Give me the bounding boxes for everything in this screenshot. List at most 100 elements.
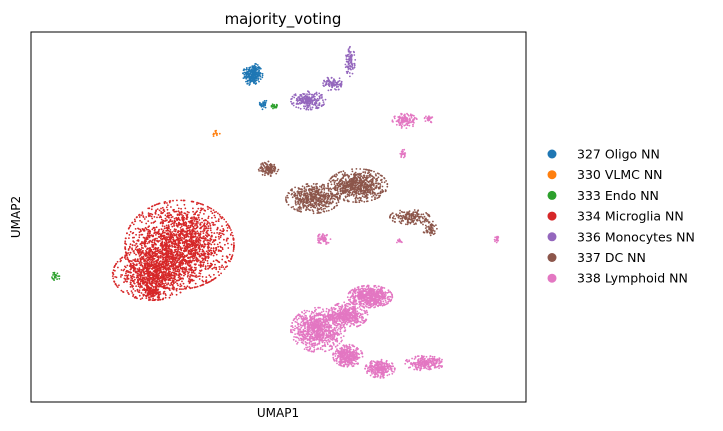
data-point — [256, 66, 259, 69]
data-point — [338, 80, 341, 82]
data-point — [217, 245, 220, 248]
data-point — [290, 98, 292, 100]
data-point — [192, 225, 195, 228]
data-point — [344, 178, 347, 181]
data-point — [226, 265, 229, 268]
data-point — [226, 227, 229, 229]
data-point — [204, 258, 207, 260]
data-point — [143, 266, 146, 269]
data-point — [375, 182, 378, 185]
data-point — [218, 238, 221, 240]
data-point — [198, 202, 200, 205]
data-point — [174, 246, 176, 249]
data-point — [173, 210, 176, 213]
data-point — [166, 216, 169, 218]
data-point — [292, 205, 294, 208]
data-point — [180, 274, 183, 276]
data-point — [129, 260, 132, 262]
data-point — [246, 79, 249, 82]
data-point — [261, 74, 264, 77]
scatter-points — [51, 45, 500, 379]
data-point — [154, 220, 157, 223]
data-point — [207, 206, 210, 208]
data-point — [204, 265, 207, 267]
data-point — [210, 247, 213, 250]
data-point — [167, 276, 170, 278]
data-point — [174, 249, 177, 251]
data-point — [191, 229, 194, 232]
data-point — [153, 261, 155, 264]
data-point — [302, 99, 304, 102]
data-point — [326, 194, 329, 197]
data-point — [172, 288, 175, 291]
data-point — [335, 175, 337, 178]
data-point — [196, 236, 199, 239]
data-point — [187, 274, 189, 277]
data-point — [255, 76, 258, 78]
data-point — [294, 200, 297, 202]
data-point — [303, 192, 305, 195]
data-point — [125, 269, 128, 272]
data-point — [173, 217, 176, 220]
data-point — [342, 177, 345, 179]
data-point — [191, 255, 194, 258]
data-point — [157, 294, 160, 297]
data-point — [182, 288, 184, 290]
data-point — [300, 100, 303, 103]
data-point — [314, 191, 317, 194]
data-point — [229, 227, 231, 230]
data-point — [259, 78, 262, 80]
data-point — [350, 177, 352, 180]
data-point — [156, 259, 159, 261]
data-point — [293, 96, 296, 99]
data-point — [180, 207, 183, 210]
data-point — [186, 275, 189, 278]
data-point — [188, 268, 191, 270]
data-point — [136, 258, 139, 261]
data-point — [176, 213, 179, 216]
data-point — [312, 104, 315, 106]
data-point — [213, 211, 216, 214]
data-point — [150, 262, 153, 264]
data-point — [210, 238, 213, 241]
data-point — [210, 236, 213, 238]
data-point — [209, 224, 212, 227]
data-point — [143, 230, 145, 232]
data-point — [137, 239, 140, 241]
data-point — [302, 93, 305, 96]
data-point — [131, 222, 134, 224]
data-point — [181, 214, 183, 216]
data-point — [166, 204, 169, 207]
data-point — [246, 82, 249, 85]
data-point — [192, 271, 195, 274]
data-point — [311, 186, 314, 189]
data-point — [336, 196, 339, 199]
data-point — [298, 203, 301, 206]
data-point — [148, 232, 151, 235]
data-point — [143, 288, 146, 291]
data-point — [255, 72, 257, 75]
data-point — [194, 224, 196, 227]
data-point — [180, 199, 183, 202]
data-point — [158, 232, 161, 235]
data-point — [189, 244, 191, 247]
data-point — [348, 180, 350, 183]
data-point — [168, 220, 171, 223]
data-point — [329, 187, 332, 190]
data-point — [292, 104, 295, 107]
data-point — [206, 243, 209, 246]
data-point — [320, 186, 323, 189]
data-point — [226, 229, 229, 232]
data-point — [307, 204, 309, 207]
data-point — [160, 233, 163, 236]
data-point — [253, 72, 256, 75]
data-point — [214, 238, 217, 241]
data-point — [163, 256, 165, 259]
data-point — [181, 239, 184, 242]
data-point — [205, 231, 208, 234]
data-point — [300, 193, 303, 196]
data-point — [157, 231, 159, 233]
data-point — [168, 237, 171, 240]
data-point — [159, 271, 162, 274]
data-point — [351, 193, 353, 196]
